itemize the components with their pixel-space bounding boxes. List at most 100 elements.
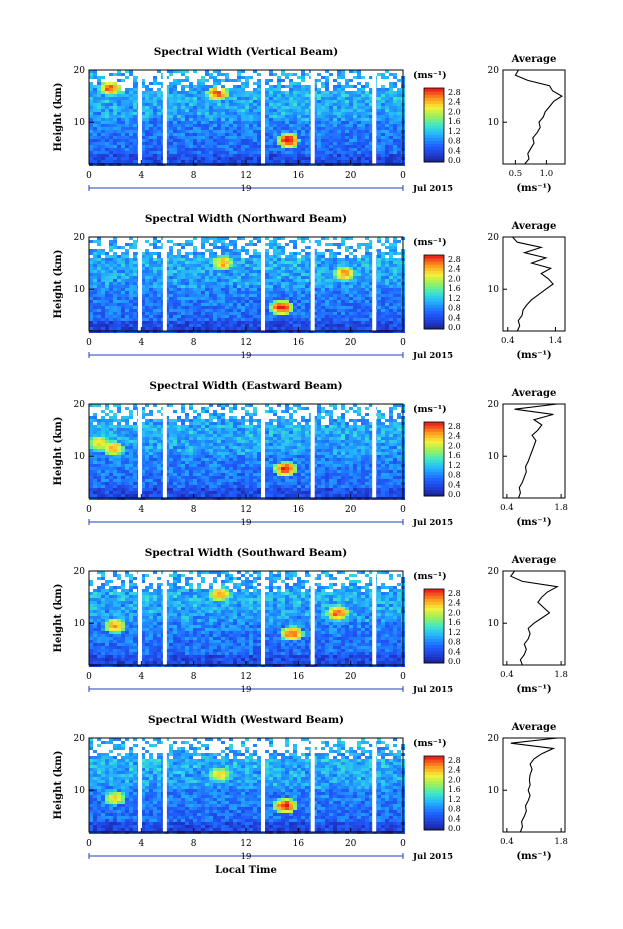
heatmap-cell [165,273,169,276]
heatmap-cell [125,249,129,252]
heatmap-cell [193,282,197,285]
heatmap-cell [145,255,149,258]
heatmap-cell [221,79,225,82]
heatmap-cell [353,306,357,309]
heatmap-cell [145,133,149,136]
heatmap-cell [257,294,261,297]
heatmap-cell [333,136,337,139]
heatmap-cell [353,109,357,112]
heatmap-cell [289,267,293,270]
heatmap-cell [109,464,113,467]
heatmap-cell [221,303,225,306]
heatmap-cell [257,115,261,118]
heatmap-cell [237,124,241,127]
heatmap-cell [173,139,177,142]
heatmap-cell [101,270,105,273]
heatmap-cell [165,279,169,282]
heatmap-cell [233,261,237,264]
heatmap-cell [125,464,129,467]
heatmap-cell [337,115,341,118]
heatmap-cell [141,303,145,306]
heatmap-cell [281,300,285,303]
heatmap-cell [281,315,285,318]
heatmap-cell [397,97,401,100]
heatmap-cell [361,103,365,106]
heatmap-cell [221,252,225,255]
heatmap-cell [221,300,225,303]
heatmap-cell [289,73,293,76]
colorbar-segment [424,304,444,308]
heatmap-cell [205,121,209,124]
heatmap-cell [265,279,269,282]
heatmap-cell [285,276,289,279]
heatmap-cell [117,79,121,82]
heatmap-cell [185,109,189,112]
heatmap-cell [89,303,93,306]
heatmap-cells [89,237,405,333]
heatmap-cell [229,297,233,300]
heatmap-cell [165,148,169,151]
heatmap-cell [121,91,125,94]
heatmap-cell [357,88,361,91]
heatmap-cell [133,157,137,160]
heatmap-cell [201,288,205,291]
heatmap-cell [201,85,205,88]
heatmap-cell [397,118,401,121]
heatmap-cell [121,270,125,273]
heatmap-cell [209,309,213,312]
heatmap-cell [93,321,97,324]
heatmap-cell [281,109,285,112]
heatmap-cell [189,97,193,100]
heatmap-cell [165,160,169,163]
heatmap-cell [305,255,309,258]
heatmap-cell [257,276,261,279]
heatmap-cell [213,309,217,312]
heatmap-cell [173,309,177,312]
colorbar-segment [424,322,444,327]
heatmap-cell [225,273,229,276]
colorbar-segment [424,261,444,265]
heatmap-cell [329,118,333,121]
heatmap-cell [389,285,393,288]
heatmap-cell [269,270,273,273]
colorbar-segment [424,301,444,305]
heatmap-cell [145,300,149,303]
heatmap-cell [293,252,297,255]
heatmap-cell [113,100,117,103]
heatmap-cell [353,160,357,163]
heatmap-cell [177,70,181,73]
heatmap-cell [141,139,145,142]
heatmap-cell [93,267,97,270]
heatmap-cell [233,300,237,303]
heatmap-cell [229,288,233,291]
heatmap-cell [257,255,261,258]
heatmap-cell [325,139,329,142]
heatmap-cell [153,139,157,142]
heatmap-cell [305,315,309,318]
heatmap-cell [361,157,365,160]
heatmap-cell [185,318,189,321]
heatmap-cell [397,270,401,273]
heatmap-cell [281,309,285,312]
heatmap-cell [157,318,161,321]
heatmap-cell [325,279,329,282]
heatmap-cell [365,97,369,100]
heatmap-cell [265,327,269,330]
heatmap-cell [277,112,281,115]
heatmap-cell [297,142,301,145]
heatmap-cell [109,106,113,109]
heatmap-cell [285,127,289,130]
heatmap-cell [313,327,317,330]
heatmap-cell [321,160,325,163]
heatmap-cell [337,309,341,312]
heatmap-cell [185,255,189,258]
heatmap-cell [229,276,233,279]
heatmap-cell [173,306,177,309]
heatmap-cell [281,318,285,321]
heatmap-cell [337,127,341,130]
heatmap-cell [213,255,217,258]
heatmap-cell [197,294,201,297]
heatmap-cell [149,109,153,112]
heatmap-cell [377,151,381,154]
heatmap-cell [129,279,133,282]
